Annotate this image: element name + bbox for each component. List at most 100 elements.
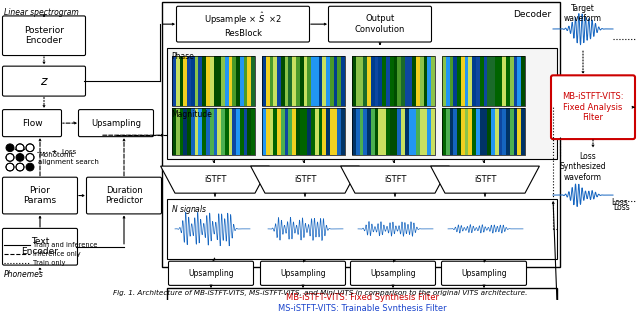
Bar: [273, 56, 277, 106]
Bar: [183, 108, 187, 155]
Bar: [360, 108, 364, 155]
FancyBboxPatch shape: [442, 261, 527, 285]
FancyBboxPatch shape: [3, 228, 77, 265]
Bar: [167, 288, 557, 311]
Bar: [442, 108, 446, 155]
Polygon shape: [161, 166, 269, 193]
Bar: [315, 56, 319, 106]
Bar: [420, 56, 424, 106]
Bar: [262, 56, 345, 106]
Bar: [401, 56, 405, 106]
Bar: [206, 56, 210, 106]
Bar: [262, 108, 266, 155]
Bar: [285, 108, 289, 155]
Polygon shape: [340, 166, 449, 193]
Bar: [319, 108, 323, 155]
Polygon shape: [431, 166, 540, 193]
Bar: [405, 108, 408, 155]
Bar: [172, 108, 176, 155]
Text: Loss: Loss: [611, 198, 628, 207]
Bar: [495, 108, 499, 155]
Bar: [457, 108, 461, 155]
Bar: [480, 56, 483, 106]
Bar: [468, 108, 472, 155]
Text: Monotonic: Monotonic: [38, 152, 74, 158]
Bar: [453, 56, 457, 106]
Bar: [386, 108, 390, 155]
Bar: [367, 108, 371, 155]
Bar: [214, 108, 217, 155]
Bar: [311, 56, 315, 106]
Bar: [167, 48, 557, 159]
Bar: [323, 56, 326, 106]
Bar: [221, 108, 225, 155]
Circle shape: [16, 154, 24, 161]
Bar: [352, 108, 356, 155]
Text: Magnitude: Magnitude: [171, 110, 212, 119]
Bar: [461, 108, 465, 155]
Bar: [499, 56, 502, 106]
Bar: [176, 108, 180, 155]
Bar: [236, 56, 240, 106]
Text: Flow: Flow: [22, 118, 42, 128]
Bar: [442, 108, 525, 155]
Text: iSTFT: iSTFT: [474, 175, 496, 184]
Bar: [236, 108, 240, 155]
Bar: [266, 108, 269, 155]
Bar: [374, 108, 378, 155]
Bar: [405, 56, 408, 106]
Bar: [300, 108, 303, 155]
Bar: [408, 108, 412, 155]
Text: Upsampling: Upsampling: [188, 269, 234, 278]
Bar: [172, 108, 255, 155]
Text: MB-iSTFT-VITS: Fixed Synthesis Filter: MB-iSTFT-VITS: Fixed Synthesis Filter: [285, 293, 438, 302]
Text: Upsampling: Upsampling: [461, 269, 507, 278]
Bar: [374, 56, 378, 106]
Bar: [412, 56, 416, 106]
Bar: [397, 108, 401, 155]
Bar: [240, 56, 244, 106]
Bar: [502, 56, 506, 106]
Bar: [228, 108, 232, 155]
Bar: [483, 56, 487, 106]
Text: alignment search: alignment search: [38, 159, 99, 165]
Bar: [480, 108, 483, 155]
Bar: [487, 56, 491, 106]
Bar: [248, 56, 252, 106]
Text: MB-iSTFT-VITS:
Fixed Analysis
Filter: MB-iSTFT-VITS: Fixed Analysis Filter: [563, 92, 624, 122]
Bar: [510, 56, 514, 106]
Bar: [491, 108, 495, 155]
Text: Upsample × $\hat{S}$  ×2
ResBlock: Upsample × $\hat{S}$ ×2 ResBlock: [204, 11, 282, 38]
Bar: [364, 56, 367, 106]
Bar: [266, 56, 269, 106]
Text: Train and inference: Train and inference: [33, 242, 97, 248]
Bar: [228, 56, 232, 106]
Bar: [401, 108, 405, 155]
Bar: [232, 108, 236, 155]
Bar: [382, 56, 386, 106]
Bar: [364, 108, 367, 155]
Bar: [371, 108, 374, 155]
Bar: [390, 108, 394, 155]
Text: Loss: Loss: [613, 203, 630, 212]
Bar: [416, 108, 420, 155]
Text: Phase: Phase: [171, 52, 194, 61]
Bar: [472, 56, 476, 106]
Bar: [442, 56, 525, 106]
Bar: [408, 56, 412, 106]
FancyBboxPatch shape: [79, 109, 154, 137]
Bar: [183, 56, 187, 106]
Bar: [326, 56, 330, 106]
Bar: [446, 56, 449, 106]
Bar: [431, 108, 435, 155]
FancyBboxPatch shape: [3, 177, 77, 214]
Text: Loss: Loss: [61, 149, 76, 155]
Bar: [502, 108, 506, 155]
Bar: [487, 108, 491, 155]
Bar: [378, 56, 382, 106]
Bar: [428, 56, 431, 106]
FancyBboxPatch shape: [328, 6, 431, 42]
Bar: [195, 56, 198, 106]
Bar: [424, 56, 428, 106]
Bar: [262, 108, 345, 155]
